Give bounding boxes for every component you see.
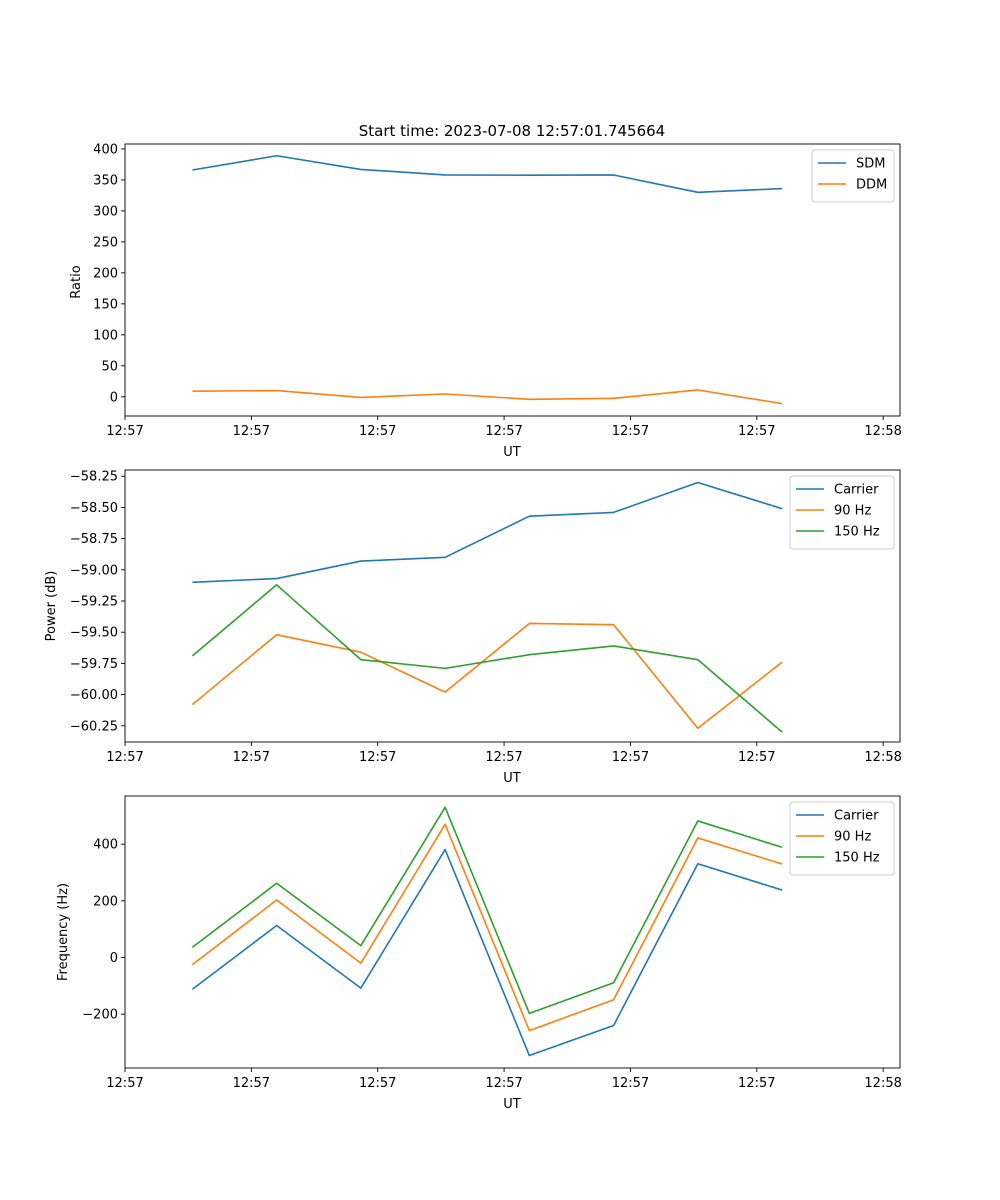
legend-label: DDM — [856, 178, 887, 193]
x-tick-label: 12:57 — [738, 1076, 775, 1091]
x-tick-label: 12:57 — [233, 750, 270, 765]
y-tick-label: −58.25 — [70, 470, 118, 485]
x-axis-label: UT — [503, 445, 521, 460]
y-axis-label: Frequency (Hz) — [56, 883, 71, 981]
y-tick-label: 150 — [93, 297, 118, 312]
y-axis-label: Ratio — [69, 265, 84, 298]
legend: Carrier 90 Hz 150 Hz — [789, 475, 895, 550]
plot-frame — [124, 795, 901, 1069]
y-tick-label: 350 — [93, 173, 118, 188]
series-line-90-hz — [191, 622, 783, 730]
y-tick-label: 200 — [93, 266, 118, 281]
chart-title: Start time: 2023-07-08 12:57:01.745664 — [359, 122, 665, 140]
y-tick-label: 250 — [93, 235, 118, 250]
y-tick-label: −59.75 — [70, 657, 118, 672]
series-line-150-hz — [191, 583, 783, 733]
x-tick-label: 12:57 — [738, 750, 775, 765]
plot-frame — [124, 469, 901, 743]
plot-frame — [124, 143, 901, 417]
chart-marks: 12:57 12:57 12:57 12:57 12:57 12:57 12:58 0 50 10… — [70, 142, 902, 1091]
y-tick-label: −58.75 — [70, 532, 118, 547]
y-tick-label: 100 — [93, 328, 118, 343]
x-tick-label: 12:58 — [864, 424, 901, 439]
x-tick-label: 12:57 — [359, 424, 396, 439]
x-tick-label: 12:57 — [359, 1076, 396, 1091]
x-tick-label: 12:57 — [485, 1076, 522, 1091]
ratio-chart: Start time: 2023-07-08 12:57:01.745664 R… — [69, 122, 665, 460]
y-tick-label: 400 — [93, 838, 118, 853]
y-axis-label: Power (dB) — [44, 571, 59, 642]
x-tick-label: 12:57 — [359, 750, 396, 765]
chart-panel: 12:57 12:57 12:57 12:57 12:57 12:57 12:58 −60.2… — [70, 469, 902, 765]
y-tick-label: −58.50 — [70, 501, 118, 516]
legend-label: 150 Hz — [834, 525, 880, 540]
legend: SDM DDM — [811, 149, 895, 203]
series-line-150-hz — [191, 806, 783, 1015]
series-line-ddm — [192, 389, 783, 405]
x-tick-label: 12:58 — [864, 1076, 901, 1091]
x-tick-label: 12:57 — [233, 1076, 270, 1091]
series-line-90-hz — [191, 823, 783, 1032]
frequency-chart: Frequency (Hz) UT — [56, 883, 521, 1112]
x-tick-label: 12:57 — [106, 1076, 143, 1091]
y-tick-label: −59.50 — [70, 626, 118, 641]
y-tick-label: 50 — [101, 359, 118, 374]
x-tick-label: 12:57 — [612, 750, 649, 765]
legend-label: 150 Hz — [834, 851, 880, 866]
chart-panel: 12:57 12:57 12:57 12:57 12:57 12:57 12:58 −200 0… — [82, 795, 902, 1091]
x-tick-label: 12:57 — [485, 750, 522, 765]
y-tick-label: −60.00 — [70, 688, 118, 703]
legend-label: Carrier — [834, 809, 879, 824]
legend-label: 90 Hz — [834, 504, 871, 519]
y-tick-label: 400 — [93, 142, 118, 157]
legend: Carrier 90 Hz 150 Hz — [789, 801, 895, 876]
x-tick-label: 12:57 — [106, 424, 143, 439]
x-tick-label: 12:57 — [485, 424, 522, 439]
y-tick-label: −59.00 — [70, 563, 118, 578]
x-tick-label: 12:57 — [738, 424, 775, 439]
series-line-carrier — [191, 848, 783, 1057]
x-tick-label: 12:57 — [106, 750, 143, 765]
y-tick-label: −60.25 — [70, 719, 118, 734]
y-tick-label: 300 — [93, 204, 118, 219]
legend-label: SDM — [856, 157, 885, 172]
chart-panel: 12:57 12:57 12:57 12:57 12:57 12:57 12:58 0 50 10… — [93, 142, 902, 439]
y-tick-label: −59.25 — [70, 595, 118, 610]
x-axis-label: UT — [503, 1097, 521, 1112]
x-tick-label: 12:57 — [233, 424, 270, 439]
power-chart: Power (dB) UT — [44, 571, 521, 786]
legend-label: Carrier — [834, 483, 879, 498]
x-tick-label: 12:58 — [864, 750, 901, 765]
series-line-carrier — [192, 481, 783, 584]
y-tick-label: 0 — [110, 951, 118, 966]
y-tick-label: 200 — [93, 894, 118, 909]
y-tick-label: 0 — [110, 390, 118, 405]
x-tick-label: 12:57 — [612, 1076, 649, 1091]
x-tick-label: 12:57 — [612, 424, 649, 439]
y-tick-label: −200 — [82, 1008, 118, 1023]
legend-label: 90 Hz — [834, 830, 871, 845]
x-axis-label: UT — [503, 771, 521, 786]
series-line-sdm — [192, 154, 783, 194]
